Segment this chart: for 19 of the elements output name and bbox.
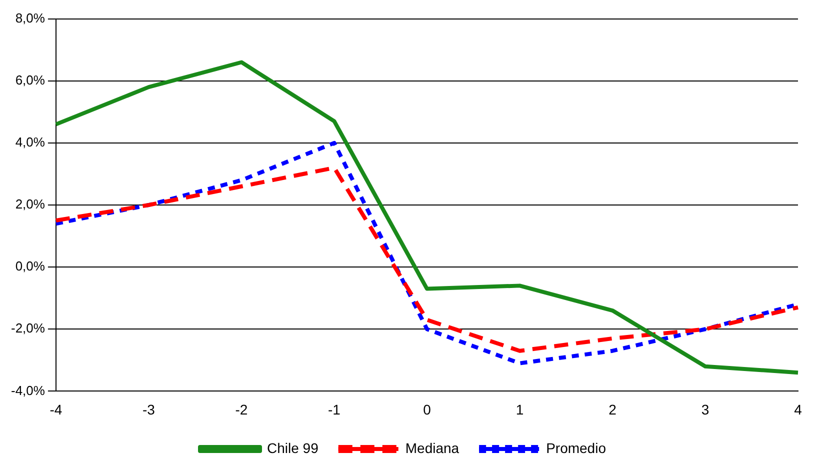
x-tick-label: 3 xyxy=(701,401,710,418)
x-tick-label: -2 xyxy=(235,401,248,418)
y-tick-label: 2,0% xyxy=(15,196,46,212)
y-tick-label: -2,0% xyxy=(10,320,46,336)
legend-label: Promedio xyxy=(546,440,606,456)
y-tick-label: 8,0% xyxy=(15,10,46,26)
y-tick-label: 0,0% xyxy=(15,258,46,274)
x-tick-label: -1 xyxy=(328,401,341,418)
legend-label: Chile 99 xyxy=(267,440,319,456)
y-tick-label: 4,0% xyxy=(15,134,46,150)
legend-label: Mediana xyxy=(405,440,460,456)
y-tick-label: 6,0% xyxy=(15,72,46,88)
x-tick-label: 2 xyxy=(608,401,617,418)
x-tick-label: -3 xyxy=(142,401,156,418)
y-tick-label: -4,0% xyxy=(10,382,46,398)
x-tick-label: 0 xyxy=(423,401,432,418)
x-tick-label: -4 xyxy=(50,401,62,418)
x-tick-label: 1 xyxy=(516,401,524,418)
x-tick-label: 4 xyxy=(794,401,802,418)
